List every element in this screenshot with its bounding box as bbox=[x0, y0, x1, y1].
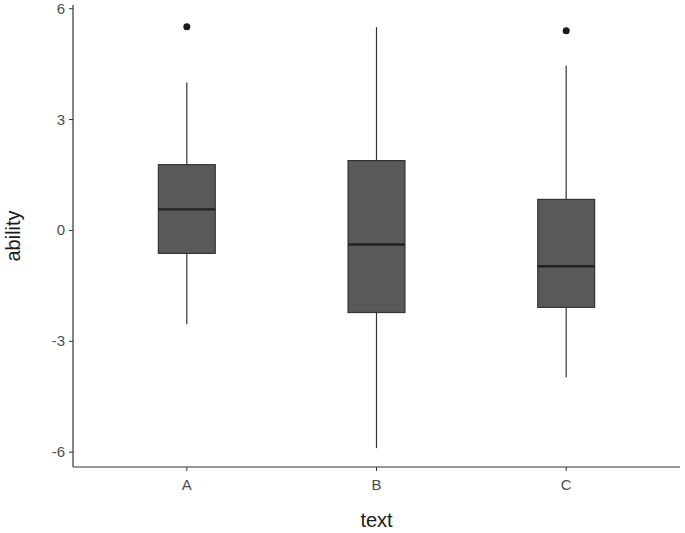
median bbox=[538, 265, 595, 267]
x-tick-label: C bbox=[561, 476, 572, 493]
whisker-lower bbox=[376, 313, 377, 449]
median bbox=[158, 208, 215, 210]
whisker-upper bbox=[376, 27, 377, 160]
x-tick-label: A bbox=[182, 476, 192, 493]
y-axis bbox=[72, 5, 73, 467]
chart: -6 -3 0 3 6 A B Ctext ability bbox=[0, 0, 685, 533]
y-tick-label: 0 bbox=[57, 221, 65, 238]
y-tick-label: -3 bbox=[52, 332, 65, 349]
whisker-upper bbox=[566, 66, 567, 200]
x-tick-label: B bbox=[371, 476, 381, 493]
whisker-lower bbox=[186, 253, 187, 324]
whisker-lower bbox=[566, 307, 567, 377]
box bbox=[158, 165, 215, 254]
outlier bbox=[563, 27, 570, 34]
y-tick bbox=[69, 8, 73, 9]
box bbox=[538, 199, 595, 307]
outlier bbox=[183, 23, 190, 30]
y-axis-title: ability bbox=[2, 210, 24, 261]
x-tick bbox=[376, 467, 377, 471]
x-axis-title: text bbox=[360, 509, 393, 531]
y-tick bbox=[69, 341, 73, 342]
marks bbox=[158, 23, 594, 448]
whisker-upper bbox=[186, 83, 187, 165]
x-tick bbox=[566, 467, 567, 471]
box bbox=[348, 161, 405, 313]
median bbox=[348, 243, 405, 245]
x-tick bbox=[186, 467, 187, 471]
y-tick-label: 3 bbox=[57, 111, 65, 128]
y-tick bbox=[69, 230, 73, 231]
y-tick bbox=[69, 452, 73, 453]
y-tick-label: -6 bbox=[52, 443, 65, 460]
y-tick-label: 6 bbox=[57, 0, 65, 17]
y-tick bbox=[69, 119, 73, 120]
